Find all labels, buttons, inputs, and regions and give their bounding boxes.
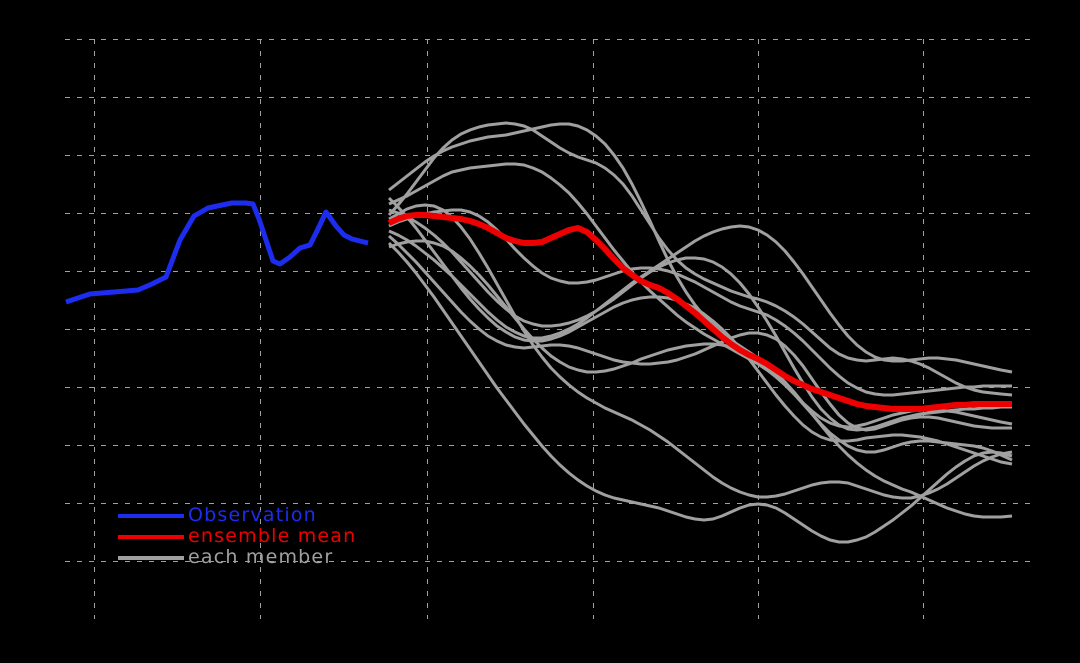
plot-area — [65, 39, 1036, 619]
series-line-member-1 — [388, 162, 1013, 462]
series-line-member-11 — [387, 196, 1013, 466]
legend-item-ensemble-mean: ensemble mean — [118, 526, 418, 547]
legend-label-ensemble-mean: ensemble mean — [188, 525, 357, 547]
series-line-observation — [65, 200, 369, 305]
series-line-member-9 — [388, 208, 1012, 432]
plot-svg — [65, 39, 1036, 619]
legend-item-observation: Observation — [118, 505, 418, 526]
series-line-member-4 — [388, 208, 1012, 397]
series-line-ensemble-mean — [387, 212, 1012, 412]
legend-item-each-member: each member — [118, 547, 418, 568]
series-line-member-7 — [388, 203, 1013, 500]
series-layer — [65, 121, 1013, 544]
series-line-member-8 — [387, 241, 1013, 544]
legend-label-observation: Observation — [188, 504, 317, 526]
series-line-member-6 — [388, 234, 1012, 432]
legend-swatch-observation — [118, 513, 184, 518]
legend: Observation ensemble mean each member — [118, 505, 418, 568]
series-line-member-10 — [388, 239, 1013, 429]
legend-swatch-each-member — [118, 555, 184, 560]
legend-label-each-member: each member — [188, 546, 334, 568]
legend-swatch-ensemble-mean — [118, 534, 184, 539]
series-line-member-5 — [388, 224, 1013, 374]
